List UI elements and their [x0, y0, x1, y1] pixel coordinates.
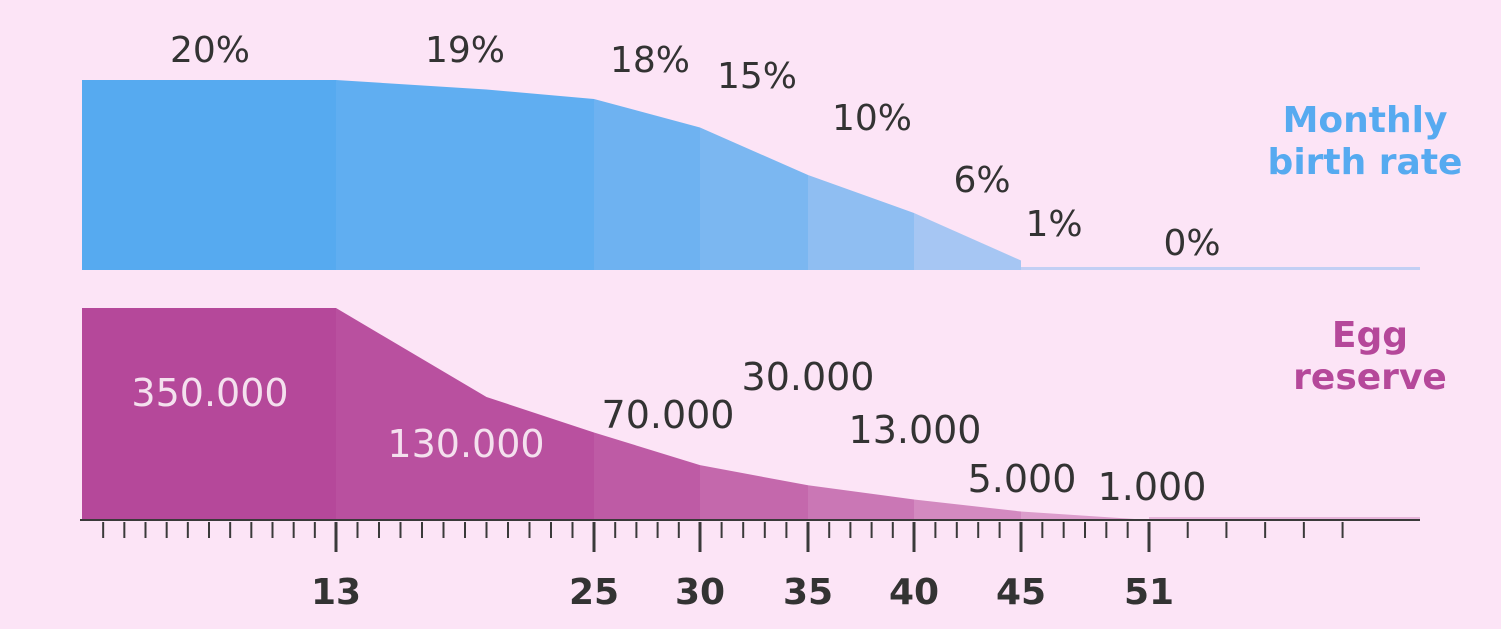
area-band-egg-reserve — [914, 499, 1021, 520]
area-band-birth-rate — [336, 80, 594, 270]
area-band-birth-rate — [914, 213, 1021, 270]
series-title-line: Monthly — [1282, 100, 1448, 141]
area-band-birth-rate — [82, 80, 336, 270]
data-label-birth-rate: 0% — [1163, 223, 1220, 264]
x-tick-label: 25 — [569, 572, 619, 613]
x-tick-label: 35 — [783, 572, 833, 613]
area-band-egg-reserve — [1021, 511, 1149, 520]
x-tick-label: 13 — [311, 572, 361, 613]
area-tail-egg-reserve — [1149, 517, 1420, 520]
data-label-egg-reserve: 1.000 — [1098, 465, 1207, 509]
area-band-birth-rate — [594, 99, 700, 270]
data-label-egg-reserve: 350.000 — [131, 371, 288, 415]
x-tick-label: 45 — [996, 572, 1046, 613]
series-title-line: Egg — [1331, 315, 1409, 356]
x-tick-label: 30 — [675, 572, 725, 613]
area-band-birth-rate — [808, 175, 914, 270]
data-label-birth-rate: 6% — [953, 160, 1010, 201]
data-label-birth-rate: 19% — [425, 30, 505, 71]
area-tail-birth-rate — [1021, 267, 1420, 270]
area-band-egg-reserve — [700, 465, 808, 520]
area-band-egg-reserve — [82, 308, 336, 520]
data-label-birth-rate: 20% — [170, 30, 250, 71]
area-band-egg-reserve — [808, 485, 914, 520]
data-label-birth-rate: 18% — [610, 40, 690, 81]
data-label-egg-reserve: 70.000 — [602, 393, 735, 437]
x-tick-label: 51 — [1124, 572, 1174, 613]
data-label-egg-reserve: 130.000 — [387, 422, 544, 466]
data-label-egg-reserve: 13.000 — [849, 408, 982, 452]
data-label-birth-rate: 1% — [1025, 204, 1082, 245]
area-band-egg-reserve — [336, 308, 594, 520]
data-label-egg-reserve: 5.000 — [968, 457, 1077, 501]
data-label-birth-rate: 15% — [717, 56, 797, 97]
series-title-egg-reserve: Egg reserve — [1270, 315, 1470, 399]
area-band-egg-reserve — [594, 432, 700, 520]
area-band-birth-rate — [700, 127, 808, 270]
series-title-line: reserve — [1293, 357, 1447, 398]
data-label-egg-reserve: 30.000 — [742, 355, 875, 399]
series-title-birth-rate: Monthly birth rate — [1255, 100, 1475, 184]
data-label-birth-rate: 10% — [832, 98, 912, 139]
x-tick-label: 40 — [889, 572, 939, 613]
series-title-line: birth rate — [1267, 142, 1463, 183]
